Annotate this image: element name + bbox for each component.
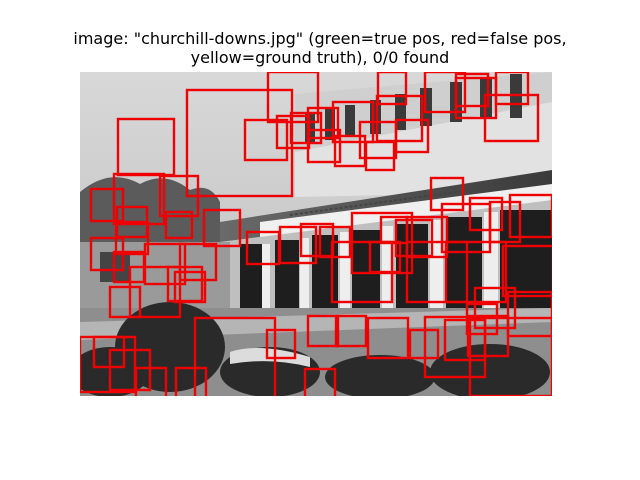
image-viewer [80,72,552,396]
false-positive-box [366,316,410,360]
false-positive-box [243,118,289,162]
false-positive-box [112,172,166,226]
false-positive-box [289,111,323,145]
false-positive-box [143,242,187,286]
false-positive-box [173,270,207,304]
false-positive-box [108,348,152,392]
false-positive-box [429,176,465,212]
false-positive-box [408,328,440,360]
false-positive-box [473,286,517,330]
false-positive-box [376,72,408,106]
false-positive-box [303,367,337,396]
false-positive-box [468,316,552,396]
false-positive-box [245,230,281,266]
false-positive-box [306,314,340,348]
false-positive-box [128,265,182,319]
false-positive-box [443,318,487,362]
false-positive-box [375,94,424,143]
detection-box-overlay [80,72,552,396]
false-positive-box [423,72,467,114]
false-positive-box [466,314,510,358]
false-positive-box [193,316,277,396]
false-positive-box [202,208,242,248]
false-positive-box [164,210,194,240]
false-positive-box [494,72,530,106]
false-positive-box [364,140,396,172]
false-positive-box [306,128,342,164]
false-positive-box [508,193,552,239]
false-positive-box [405,240,469,304]
false-positive-box [134,366,168,396]
false-positive-box [501,244,552,298]
false-positive-box [394,118,430,154]
false-positive-box [158,174,200,218]
false-positive-box [468,196,504,232]
figure-title-line-1: image: "churchill-downs.jpg" (green=true… [73,29,567,48]
false-positive-box [174,366,208,396]
false-positive-box [116,117,176,177]
false-positive-box [108,285,142,319]
false-positive-box [80,335,137,394]
false-positive-box [89,187,125,223]
false-positive-box [368,240,402,274]
false-positive-box [506,290,552,338]
false-positive-box [114,220,150,256]
false-positive-box [454,76,498,120]
false-positive-box [278,225,318,265]
figure-title-line-2: yellow=ground truth), 0/0 found [190,48,450,67]
false-positive-box [299,222,335,258]
false-positive-box [178,242,218,282]
false-positive-box [265,328,297,360]
false-positive-box [334,314,368,348]
false-positive-box [394,218,434,258]
